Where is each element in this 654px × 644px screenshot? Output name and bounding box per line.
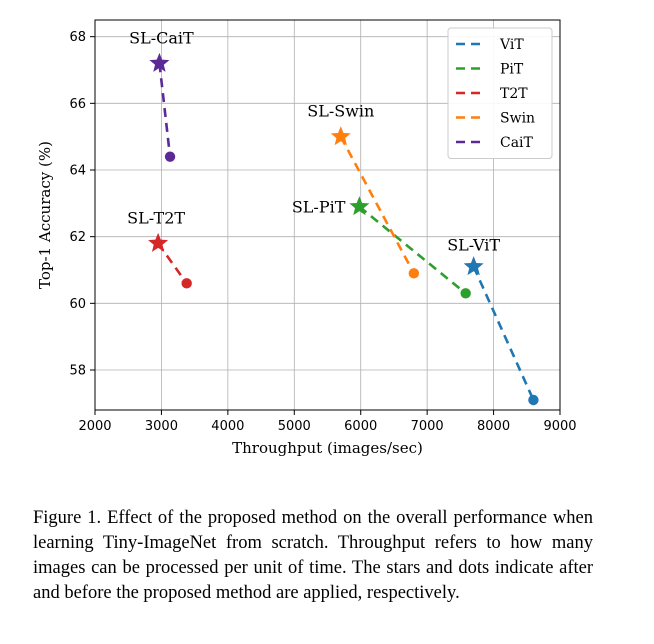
before-point-t2t bbox=[181, 278, 192, 289]
y-tick-label: 68 bbox=[69, 30, 86, 45]
y-axis-title: Top-1 Accuracy (%) bbox=[36, 141, 54, 289]
point-label-cait: SL-CaiT bbox=[129, 28, 194, 47]
y-tick-label: 60 bbox=[69, 297, 86, 312]
legend-label-swin: Swin bbox=[500, 111, 535, 127]
series-line-vit bbox=[472, 266, 535, 401]
legend-box bbox=[447, 27, 553, 159]
x-tick-label: 4000 bbox=[211, 419, 244, 434]
before-point-vit bbox=[528, 394, 539, 406]
x-tick-label: 2000 bbox=[78, 419, 111, 434]
point-label-swin: SL-Swin bbox=[307, 102, 374, 121]
x-axis-title: Throughput (images/sec) bbox=[232, 439, 423, 457]
series-line-swin bbox=[339, 136, 416, 274]
legend-label-pit: PiT bbox=[500, 62, 524, 78]
point-label-pit: SL-PiT bbox=[292, 198, 346, 217]
after-point-cait bbox=[149, 52, 170, 72]
y-tick-label: 66 bbox=[69, 97, 86, 112]
x-tick-label: 6000 bbox=[344, 419, 377, 434]
plot-frame bbox=[94, 19, 561, 411]
after-point-t2t bbox=[148, 232, 169, 252]
legend-label-t2t: T2T bbox=[500, 86, 528, 102]
y-tick-label: 64 bbox=[69, 164, 86, 179]
y-tick-label: 58 bbox=[69, 364, 86, 379]
y-tick-label: 62 bbox=[69, 230, 86, 245]
point-label-t2t: SL-T2T bbox=[127, 208, 185, 227]
point-label-vit: SL-ViT bbox=[447, 236, 500, 255]
before-point-swin bbox=[408, 268, 420, 279]
x-tick-label: 7000 bbox=[411, 419, 444, 434]
x-tick-label: 5000 bbox=[278, 419, 311, 434]
after-point-pit bbox=[349, 196, 370, 216]
series-line-pit bbox=[358, 205, 467, 295]
x-tick-label: 8000 bbox=[477, 419, 510, 434]
after-point-swin bbox=[330, 126, 351, 146]
point-labels: SL-ViT SL-PiT SL-T2T SL-Swin SL-CaiT bbox=[127, 28, 500, 254]
x-tick-label: 9000 bbox=[543, 419, 576, 434]
legend-label-cait: CaiT bbox=[500, 135, 534, 151]
series-line-cait bbox=[158, 63, 172, 157]
figure-caption: Figure 1. Effect of the proposed method … bbox=[33, 508, 593, 603]
chart-canvas: 2000 3000 4000 5000 6000 7000 8000 9000 58 60 62 64… bbox=[36, 19, 577, 457]
before-point-pit bbox=[460, 288, 471, 299]
after-point-vit bbox=[463, 256, 484, 276]
before-point-cait bbox=[164, 151, 176, 162]
axis-ticks: 2000 3000 4000 5000 6000 7000 8000 9000 58 60 62 64… bbox=[69, 30, 576, 434]
legend: ViT PiT T2T Swin CaiT bbox=[447, 27, 553, 159]
legend-label-vit: ViT bbox=[499, 37, 524, 53]
x-tick-label: 3000 bbox=[145, 419, 178, 434]
data-series bbox=[148, 52, 539, 406]
